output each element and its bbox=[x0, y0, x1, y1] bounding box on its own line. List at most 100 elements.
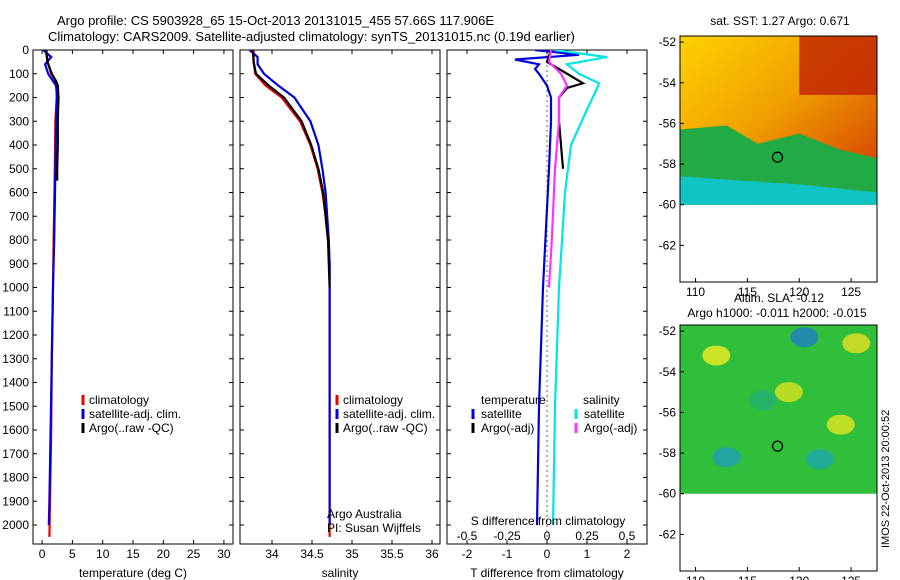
y-tick-label: 0 bbox=[22, 43, 29, 57]
series-line-satellite-adj-clim- bbox=[42, 50, 59, 526]
y-tick-label: 600 bbox=[9, 186, 29, 200]
panel-frame-temp bbox=[32, 49, 234, 545]
map-y-tick-label: -56 bbox=[659, 405, 677, 419]
map-y-tick-label: -54 bbox=[659, 365, 677, 379]
map-y-tick-label: -54 bbox=[659, 76, 677, 90]
series-line-satellite-adj-clim- bbox=[248, 50, 331, 525]
x-tick-label: -1 bbox=[502, 547, 513, 561]
y-tick-label: 500 bbox=[9, 162, 29, 176]
legend-label: satellite bbox=[481, 407, 522, 421]
credit-label: IMOS 22-Oct-2013 20:00:52 bbox=[880, 409, 892, 548]
legend-label: Argo(-adj) bbox=[584, 421, 637, 435]
profile-panel-temp: 0100200300400500600700800900100011001200… bbox=[2, 43, 234, 580]
map-x-tick-label: 125 bbox=[841, 285, 861, 299]
map-y-tick-label: -56 bbox=[659, 116, 677, 130]
map-y-tick-label: -58 bbox=[659, 446, 677, 460]
x-tick-label: 35 bbox=[345, 547, 359, 561]
map-sla: -52 -54 -56 -58 -60 -62 110 115 120 125 bbox=[659, 324, 878, 580]
sla-anomaly-blob bbox=[712, 447, 741, 468]
sla-anomaly-blob bbox=[748, 390, 777, 411]
x-tick-label: 10 bbox=[96, 547, 110, 561]
legend-label: satellite-adj. clim. bbox=[89, 407, 181, 421]
x-tick-label: 1 bbox=[584, 547, 591, 561]
top-tick-label: -0.5 bbox=[457, 529, 478, 543]
map-x-tick-label: 120 bbox=[789, 285, 809, 299]
top-axis-label: S difference from climatology bbox=[471, 514, 626, 528]
sla-anomaly-blob bbox=[826, 414, 855, 435]
map-x-tick-label: 120 bbox=[789, 574, 809, 580]
y-tick-label: 800 bbox=[9, 233, 29, 247]
map-x-tick-label: 115 bbox=[738, 285, 757, 299]
legend-label: climatology bbox=[89, 393, 149, 407]
y-tick-label: 1500 bbox=[2, 399, 29, 413]
argo-float-marker bbox=[771, 440, 784, 452]
x-tick-label: 35.5 bbox=[380, 547, 404, 561]
top-tick-label: 0 bbox=[544, 529, 551, 543]
plot-title-line2: Climatology: CARS2009. Satellite-adjuste… bbox=[48, 29, 575, 44]
sst-map-title: sat. SST: 1.27 Argo: 0.671 bbox=[710, 14, 850, 28]
map-y-tick-label: -58 bbox=[659, 157, 677, 171]
x-axis-label: salinity bbox=[322, 566, 359, 580]
sst-warm-patch bbox=[799, 36, 877, 95]
y-tick-label: 1600 bbox=[2, 423, 29, 437]
y-tick-label: 900 bbox=[9, 257, 29, 271]
y-tick-label: 1700 bbox=[2, 447, 29, 461]
sla-map-title: Altim. SLA: -0.12 bbox=[734, 291, 824, 305]
y-tick-label: 1400 bbox=[2, 376, 29, 390]
legend-title-salinity: salinity bbox=[583, 393, 620, 407]
x-tick-label: 36 bbox=[425, 547, 439, 561]
y-tick-label: 1200 bbox=[2, 328, 29, 342]
x-axis-label: temperature (deg C) bbox=[79, 566, 187, 580]
legend-label: satellite bbox=[584, 407, 625, 421]
series-line-salinity-argo-adj- bbox=[547, 50, 569, 288]
top-tick-label: -0.25 bbox=[493, 529, 521, 543]
y-tick-label: 300 bbox=[9, 114, 29, 128]
sla-anomaly-blob bbox=[702, 345, 731, 366]
legend-label: satellite-adj. clim. bbox=[343, 407, 435, 421]
y-tick-label: 200 bbox=[9, 91, 29, 105]
map-y-tick-label: -52 bbox=[659, 324, 677, 338]
sla-anomaly-blob bbox=[842, 333, 871, 354]
series-group-temp bbox=[42, 50, 60, 537]
series-line-argo-raw-qc- bbox=[251, 50, 331, 288]
map-y-tick-label: -60 bbox=[659, 487, 677, 501]
x-tick-label: 34 bbox=[265, 547, 279, 561]
annotation-line1: Argo Australia bbox=[327, 507, 402, 521]
map-sst: -52 -54 -56 -58 -60 -62 110 115 120 125 bbox=[659, 35, 878, 299]
sla-anomaly-blob bbox=[790, 327, 819, 348]
x-tick-label: 2 bbox=[624, 547, 631, 561]
profile-panel-sal: 34 34.5 35 35.5 36 salinity climatologysatelli… bbox=[239, 49, 441, 580]
argo-float-marker bbox=[771, 151, 784, 163]
x-tick-label: 5 bbox=[69, 547, 76, 561]
y-tick-label: 1300 bbox=[2, 352, 29, 366]
map-x-tick-label: 110 bbox=[686, 574, 705, 580]
y-tick-label: 100 bbox=[9, 67, 29, 81]
series-line-salinity-satellite bbox=[551, 50, 608, 526]
x-tick-label: 34.5 bbox=[300, 547, 324, 561]
y-tick-label: 1100 bbox=[3, 304, 29, 318]
top-tick-label: 0.25 bbox=[575, 529, 599, 543]
profile-panel-diff: -2 -1 0 1 2T difference from climatology temp… bbox=[446, 49, 648, 580]
x-axis-label: T difference from climatology bbox=[470, 566, 624, 580]
sla-map-subtitle: Argo h1000: -0.011 h2000: -0.015 bbox=[687, 306, 867, 320]
top-tick-label: 0.5 bbox=[619, 529, 636, 543]
map-y-tick-label: -52 bbox=[659, 35, 677, 49]
x-tick-label: 30 bbox=[217, 547, 231, 561]
map-y-tick-label: -62 bbox=[659, 238, 677, 252]
sla-anomaly-blob bbox=[774, 382, 803, 403]
legend-label: Argo(..raw -QC) bbox=[343, 421, 428, 435]
x-tick-label: 15 bbox=[126, 547, 140, 561]
x-tick-label: 0 bbox=[39, 547, 46, 561]
map-x-tick-label: 115 bbox=[738, 574, 757, 580]
map-x-tick-label: 125 bbox=[841, 574, 861, 580]
legend-title-temperature: temperature bbox=[481, 393, 546, 407]
x-tick-label: -2 bbox=[462, 547, 473, 561]
map-y-tick-label: -62 bbox=[659, 527, 677, 541]
x-tick-label: 20 bbox=[157, 547, 171, 561]
map-y-tick-label: -60 bbox=[659, 198, 677, 212]
y-tick-label: 1800 bbox=[2, 471, 29, 485]
x-tick-label: 0 bbox=[544, 547, 551, 561]
legend-label: Argo(-adj) bbox=[481, 421, 534, 435]
y-tick-label: 400 bbox=[9, 138, 29, 152]
